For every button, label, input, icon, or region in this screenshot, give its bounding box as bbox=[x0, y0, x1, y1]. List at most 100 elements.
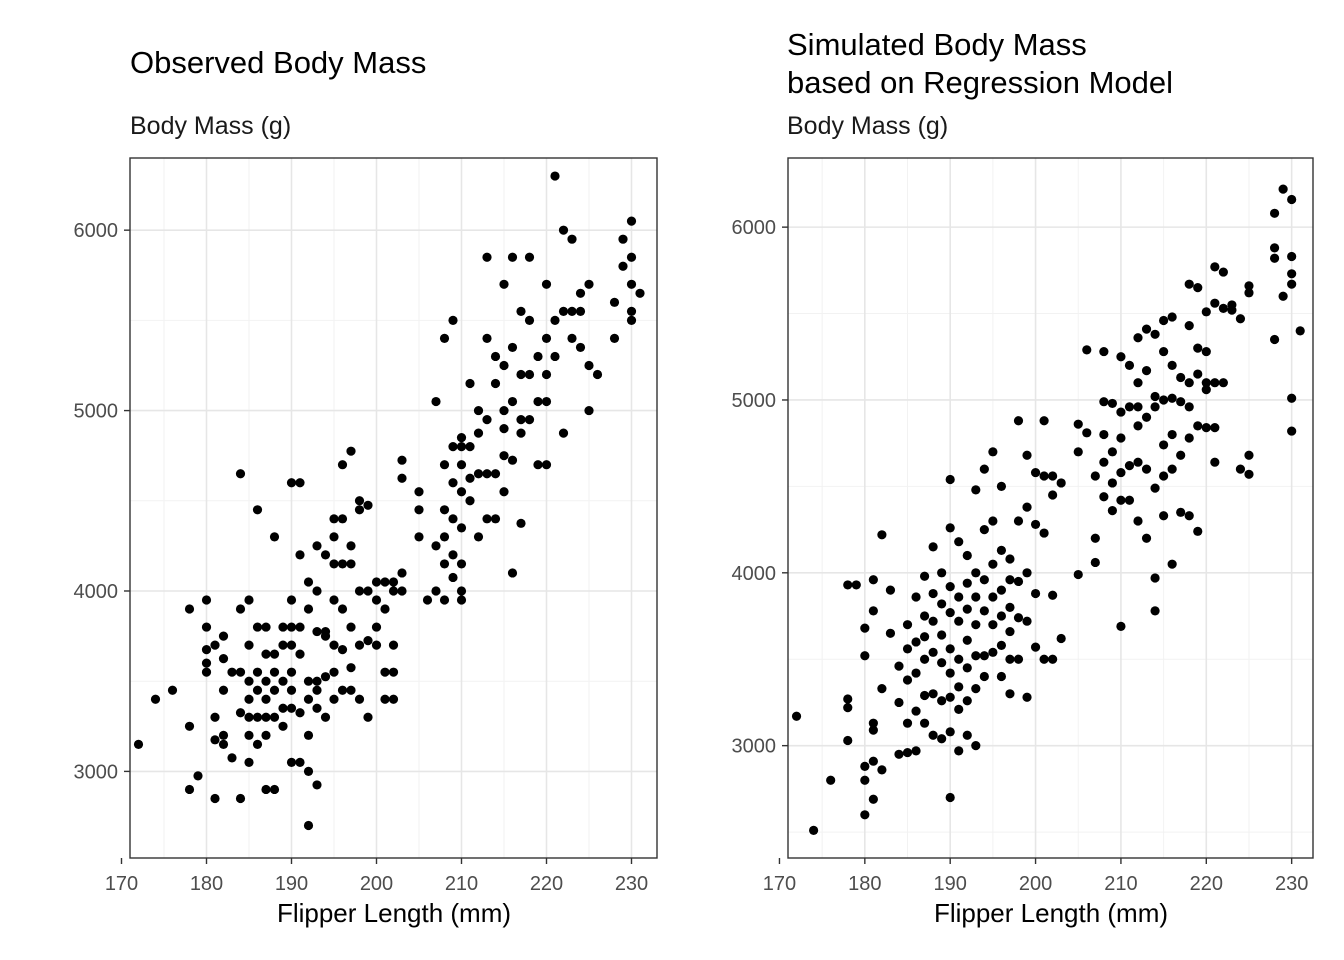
right-data-point bbox=[1107, 478, 1117, 488]
left-data-point bbox=[261, 694, 271, 704]
left-data-point bbox=[286, 757, 297, 767]
right-data-point bbox=[1210, 378, 1220, 388]
left-data-point bbox=[388, 694, 399, 704]
left-data-point bbox=[295, 478, 305, 488]
right-data-point bbox=[1150, 606, 1160, 616]
left-data-point bbox=[303, 766, 314, 777]
left-data-point bbox=[439, 460, 450, 470]
left-x-tick-label: 180 bbox=[190, 873, 223, 895]
right-data-point bbox=[1133, 402, 1143, 412]
right-data-point bbox=[988, 620, 998, 630]
right-data-point bbox=[1124, 495, 1135, 505]
left-data-point bbox=[618, 261, 628, 271]
left-data-point bbox=[252, 505, 263, 515]
left-data-point bbox=[320, 672, 331, 682]
right-data-point bbox=[1176, 372, 1186, 383]
right-x-axis-label: Flipper Length (mm) bbox=[933, 898, 1169, 928]
left-data-point bbox=[550, 315, 560, 325]
left-data-point bbox=[227, 667, 237, 677]
left-data-point bbox=[363, 636, 373, 646]
right-data-point bbox=[945, 692, 955, 702]
right-data-point bbox=[851, 580, 861, 590]
left-data-point bbox=[312, 780, 322, 790]
right-data-point bbox=[979, 525, 989, 535]
right-data-point bbox=[1133, 333, 1143, 343]
left-data-point bbox=[473, 532, 484, 542]
left-x-tick-label: 220 bbox=[530, 873, 563, 895]
right-data-point bbox=[1244, 288, 1254, 298]
right-data-point bbox=[894, 749, 904, 759]
right-data-point bbox=[791, 711, 802, 721]
right-data-point bbox=[988, 447, 998, 457]
left-data-point bbox=[295, 550, 305, 560]
right-data-point bbox=[1107, 398, 1117, 409]
right-data-point bbox=[911, 637, 921, 647]
left-data-point bbox=[448, 315, 458, 325]
right-data-point bbox=[877, 765, 887, 775]
right-data-point bbox=[843, 580, 853, 590]
left-data-point bbox=[482, 514, 492, 524]
left-data-point bbox=[329, 640, 339, 650]
right-x-tick-label: 200 bbox=[1019, 873, 1052, 895]
left-data-point bbox=[584, 405, 594, 416]
right-data-point bbox=[1124, 461, 1135, 471]
left-data-point bbox=[550, 351, 560, 362]
right-data-point bbox=[937, 568, 947, 578]
left-data-point bbox=[227, 753, 237, 763]
left-y-tick-label: 3000 bbox=[74, 761, 119, 783]
left-data-point bbox=[337, 514, 348, 524]
right-data-point bbox=[1056, 478, 1066, 488]
left-data-point bbox=[354, 586, 365, 596]
right-data-point bbox=[996, 671, 1007, 682]
right-data-point bbox=[1124, 360, 1135, 371]
right-data-point bbox=[1176, 397, 1186, 407]
right-data-point bbox=[885, 585, 896, 595]
right-data-point bbox=[1141, 533, 1152, 543]
right-data-point bbox=[1099, 492, 1109, 502]
left-data-point bbox=[380, 694, 390, 704]
right-data-point bbox=[971, 620, 981, 630]
right-data-point bbox=[868, 718, 878, 728]
right-data-point bbox=[1269, 253, 1280, 263]
left-data-point bbox=[371, 577, 382, 587]
right-data-point bbox=[971, 485, 981, 495]
right-data-point bbox=[1022, 450, 1032, 460]
left-data-point bbox=[388, 577, 399, 587]
left-data-point bbox=[252, 712, 263, 722]
right-data-point bbox=[962, 635, 972, 645]
right-data-point bbox=[1039, 528, 1049, 538]
right-data-point bbox=[1278, 184, 1288, 194]
left-data-point bbox=[431, 586, 441, 596]
right-data-point bbox=[988, 516, 998, 526]
left-x-tick-label: 230 bbox=[615, 873, 648, 895]
right-panel-border bbox=[787, 157, 1314, 859]
left-data-point bbox=[218, 739, 229, 749]
left-data-point bbox=[210, 735, 220, 745]
left-data-point bbox=[201, 595, 212, 605]
left-data-point bbox=[312, 626, 322, 637]
right-data-point bbox=[1244, 281, 1254, 291]
left-x-tick-label: 170 bbox=[105, 873, 138, 895]
left-data-point bbox=[329, 559, 339, 569]
right-x-tick-label: 190 bbox=[934, 873, 967, 895]
right-x-tick-label: 230 bbox=[1275, 873, 1308, 895]
right-data-point bbox=[868, 794, 878, 804]
left-data-point bbox=[499, 360, 509, 371]
left-data-point bbox=[626, 315, 637, 325]
left-data-point bbox=[278, 721, 288, 731]
right-data-point bbox=[1218, 267, 1228, 277]
right-data-point bbox=[1107, 447, 1117, 457]
left-data-point bbox=[269, 712, 280, 722]
left-data-point bbox=[490, 469, 501, 479]
right-data-point bbox=[1005, 654, 1015, 664]
left-data-point bbox=[380, 604, 390, 614]
right-data-point bbox=[1193, 369, 1203, 379]
left-data-point bbox=[567, 306, 577, 316]
right-data-point bbox=[1039, 416, 1049, 426]
right-data-point bbox=[1022, 568, 1032, 578]
left-data-point bbox=[388, 640, 399, 650]
left-data-point bbox=[439, 505, 450, 515]
left-data-point bbox=[320, 712, 331, 722]
right-data-point bbox=[945, 727, 955, 737]
right-data-point bbox=[1150, 329, 1160, 339]
